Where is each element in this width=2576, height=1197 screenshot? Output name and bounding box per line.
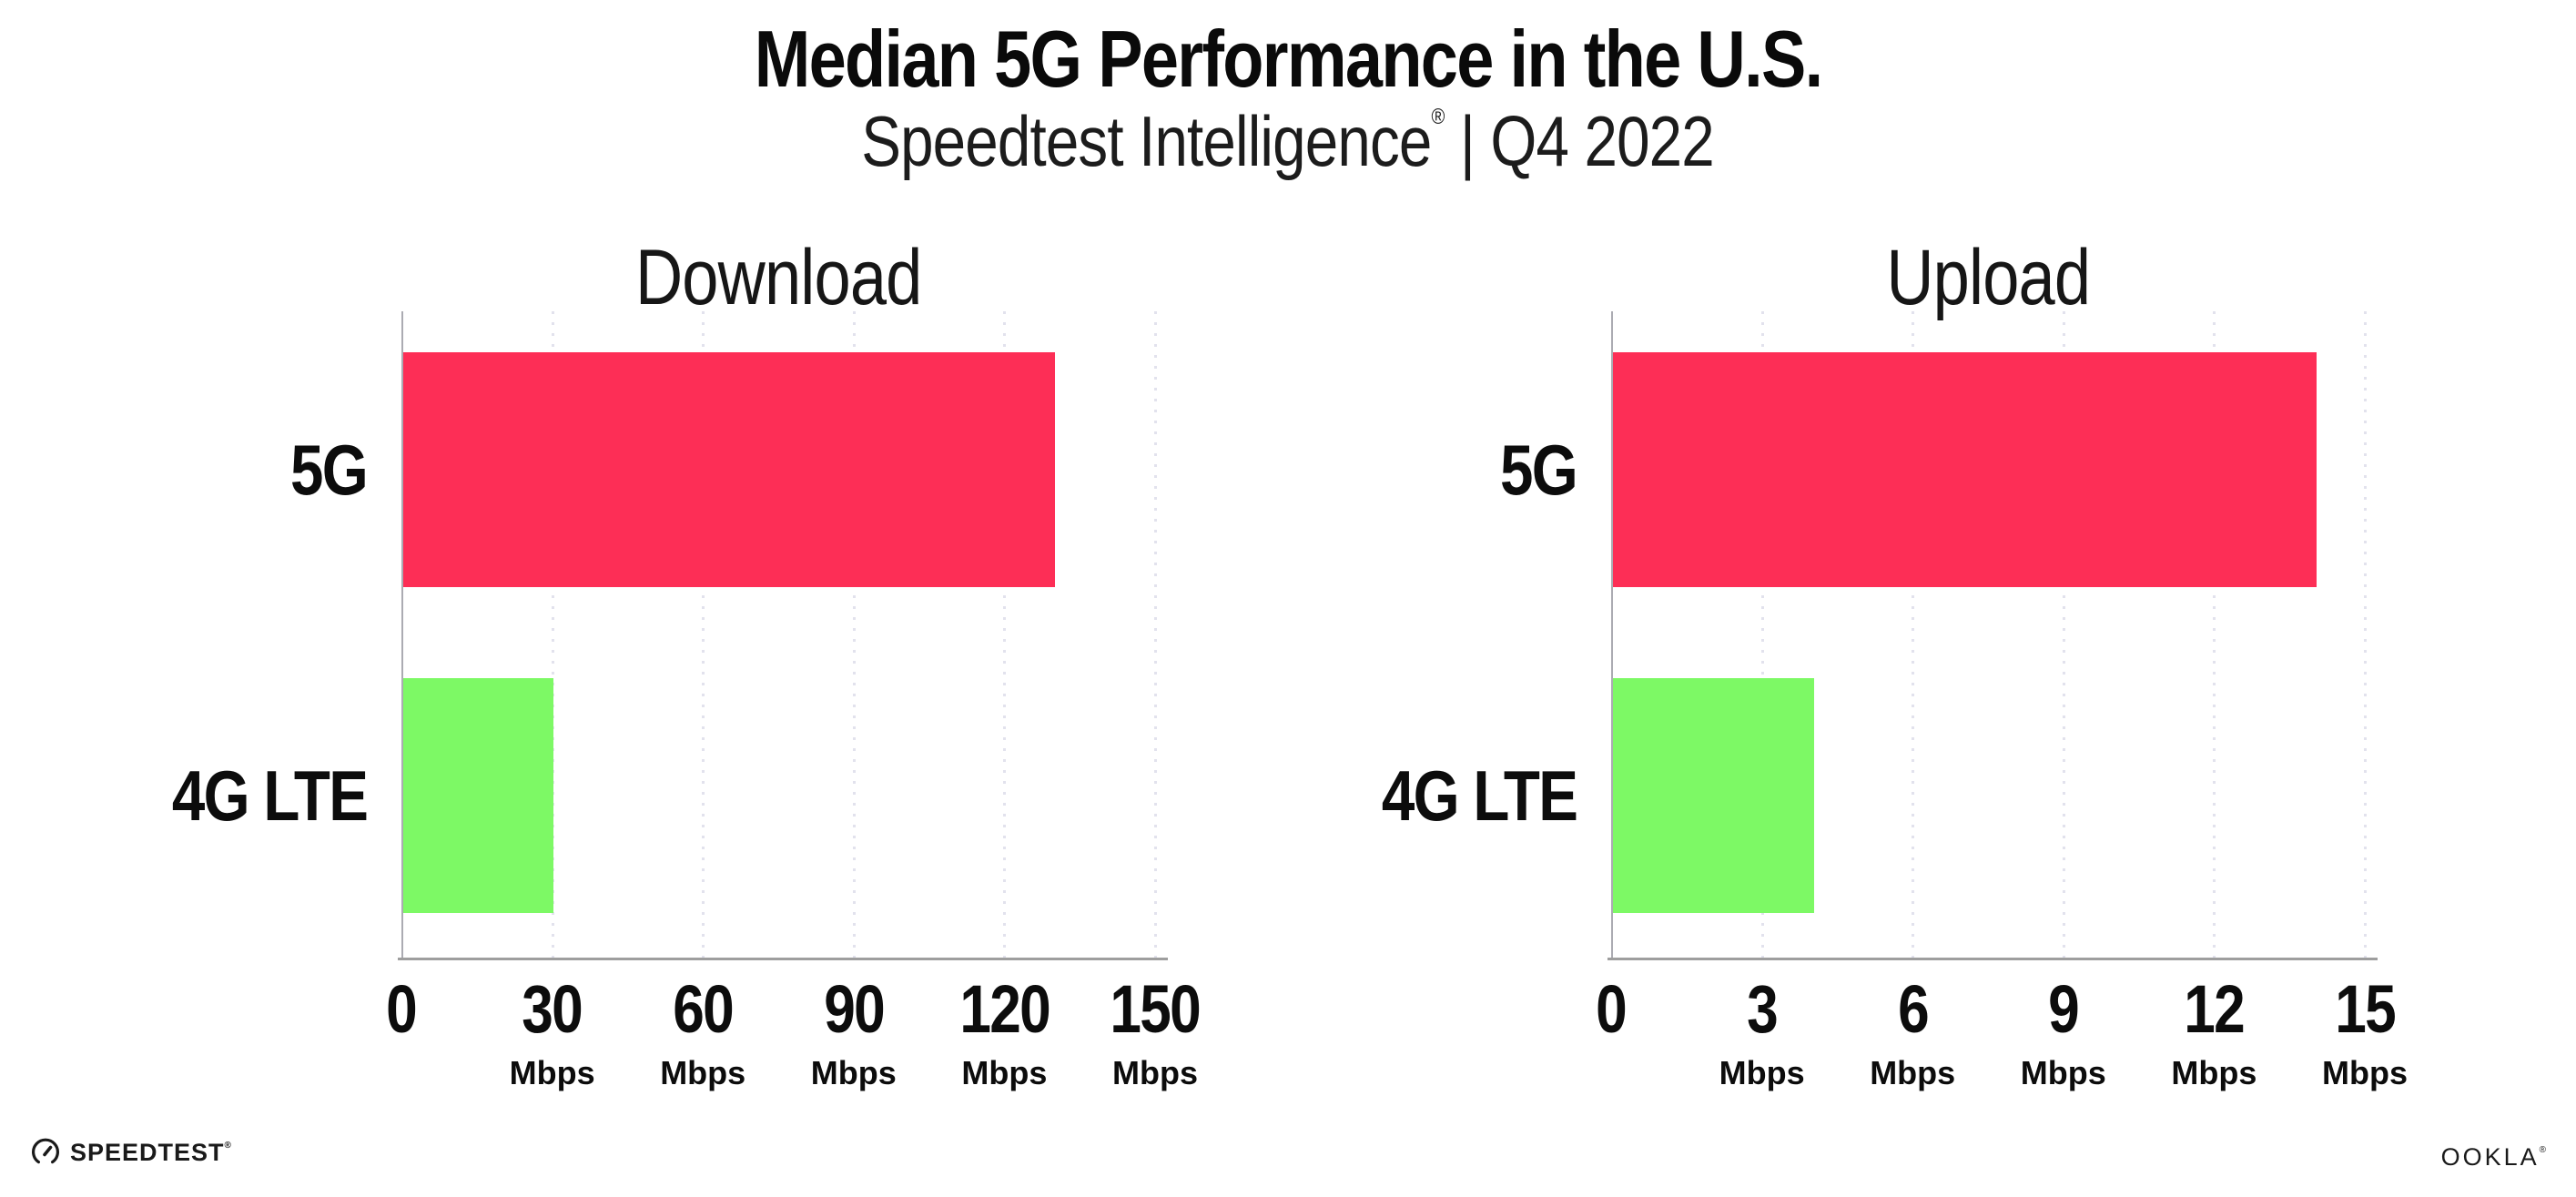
speedtest-logo: SPEEDTEST® — [31, 1138, 232, 1167]
page-title: Median 5G Performance in the U.S. — [0, 13, 2576, 106]
category-label-5g: 5G — [3, 429, 369, 511]
subtitle-brand: Speedtest Intelligence — [861, 101, 1433, 181]
page-subtitle: Speedtest Intelligence® | Q4 2022 — [0, 100, 2576, 183]
plot-area-upload — [1611, 311, 2367, 959]
plot-area-download — [401, 311, 1157, 959]
x-tick-120-mbps: 120 Mbps — [904, 976, 1104, 1092]
tick-value: 90 — [754, 976, 954, 1043]
tick-value-text: 12 — [2184, 971, 2245, 1047]
tick-value: 0 — [301, 976, 502, 1043]
tick-value: 60 — [603, 976, 803, 1043]
x-tick-150-mbps: 150 Mbps — [1055, 976, 1255, 1092]
gridline — [1760, 311, 1764, 959]
gridline — [1154, 311, 1157, 959]
bar-5g — [403, 352, 1056, 587]
bar-5g — [1613, 352, 2317, 587]
tick-value-text: 30 — [522, 971, 583, 1047]
category-label-text: 5G — [1499, 430, 1578, 510]
chart-title-text: Download — [634, 234, 922, 321]
tick-value-text: 150 — [1110, 971, 1202, 1047]
tick-value: 6 — [1812, 976, 2013, 1043]
chart-title-text: Upload — [1886, 234, 2091, 321]
category-label-text: 5G — [289, 430, 369, 510]
tick-unit: Mbps — [660, 1054, 746, 1091]
ookla-registered-mark: ® — [2539, 1145, 2549, 1155]
speedtest-registered-mark: ® — [224, 1140, 232, 1151]
category-label-4g-lte: 4G LTE — [1212, 755, 1578, 837]
tick-unit: Mbps — [1870, 1054, 1956, 1091]
tick-value-text: 3 — [1747, 971, 1779, 1047]
gridline — [2364, 311, 2367, 959]
x-axis-line — [1607, 958, 2378, 960]
tick-value: 9 — [1963, 976, 2164, 1043]
tick-unit: Mbps — [1719, 1054, 1805, 1091]
category-label-5g: 5G — [1212, 429, 1578, 511]
tick-value-text: 90 — [823, 971, 885, 1047]
tick-unit: Mbps — [1112, 1054, 1198, 1091]
category-label-text: 4G LTE — [171, 756, 369, 836]
x-tick-0-mbps: 0 — [301, 976, 502, 1043]
y-axis-line — [1611, 311, 1613, 959]
tick-value: 30 — [452, 976, 653, 1043]
gridline — [2062, 311, 2065, 959]
tick-value-text: 0 — [386, 971, 419, 1047]
tick-value-text: 120 — [959, 971, 1050, 1047]
gridline — [1003, 311, 1007, 959]
tick-unit: Mbps — [961, 1054, 1048, 1091]
tick-value: 3 — [1662, 976, 1862, 1043]
tick-value-text: 6 — [1897, 971, 1930, 1047]
chart-panel-upload: Upload 5G 4G LTE 0 3 Mbps 6 Mbps 9 Mbps 12 Mbps 15 Mb… — [1382, 0, 2408, 1197]
tick-value-text: 60 — [673, 971, 734, 1047]
chart-title-upload: Upload — [1611, 233, 2365, 323]
subtitle-period: | Q4 2022 — [1444, 101, 1715, 181]
tick-value: 120 — [904, 976, 1104, 1043]
speedtest-wordmark: SPEEDTEST® — [70, 1138, 232, 1166]
chart-title-download: Download — [401, 233, 1155, 323]
x-tick-60-mbps: 60 Mbps — [603, 976, 803, 1092]
tick-value: 15 — [2265, 976, 2465, 1043]
x-tick-15-mbps: 15 Mbps — [2265, 976, 2465, 1092]
tick-unit: Mbps — [810, 1054, 897, 1091]
ookla-logo: OOKLA® — [2441, 1143, 2549, 1172]
ookla-wordmark: OOKLA — [2440, 1143, 2540, 1171]
x-axis-line — [398, 958, 1168, 960]
gridline — [702, 311, 705, 959]
tick-value-text: 9 — [2048, 971, 2080, 1047]
bar-4g-lte — [1613, 678, 1814, 913]
page-title-text: Median 5G Performance in the U.S. — [754, 14, 1823, 104]
x-tick-90-mbps: 90 Mbps — [754, 976, 954, 1092]
tick-unit: Mbps — [2322, 1054, 2408, 1091]
x-tick-3-mbps: 3 Mbps — [1662, 976, 1862, 1092]
gridline — [2213, 311, 2216, 959]
tick-unit: Mbps — [2020, 1054, 2106, 1091]
page-subtitle-text: Speedtest Intelligence® | Q4 2022 — [861, 100, 1716, 183]
tick-value: 12 — [2114, 976, 2314, 1043]
tick-value-text: 0 — [1596, 971, 1628, 1047]
chart-panel-download: Download 5G 4G LTE 0 30 Mbps 60 Mbps 90 Mbps 120 Mb… — [172, 0, 1202, 1197]
tick-value-text: 15 — [2335, 971, 2396, 1047]
speedtest-gauge-icon — [32, 1138, 59, 1164]
x-tick-12-mbps: 12 Mbps — [2114, 976, 2314, 1092]
tick-unit: Mbps — [509, 1054, 595, 1091]
x-tick-6-mbps: 6 Mbps — [1812, 976, 2013, 1092]
y-axis-line — [401, 311, 403, 959]
x-tick-30-mbps: 30 Mbps — [452, 976, 653, 1092]
registered-mark-icon: ® — [1431, 105, 1445, 129]
tick-value: 0 — [1511, 976, 1711, 1043]
category-label-text: 4G LTE — [1381, 756, 1578, 836]
category-label-4g-lte: 4G LTE — [3, 755, 369, 837]
x-tick-9-mbps: 9 Mbps — [1963, 976, 2164, 1092]
x-tick-0-mbps: 0 — [1511, 976, 1711, 1043]
tick-value: 150 — [1055, 976, 1255, 1043]
gridline — [1912, 311, 1915, 959]
gridline — [551, 311, 554, 959]
bar-4g-lte — [403, 678, 554, 913]
tick-unit: Mbps — [2171, 1054, 2257, 1091]
gridline — [852, 311, 856, 959]
